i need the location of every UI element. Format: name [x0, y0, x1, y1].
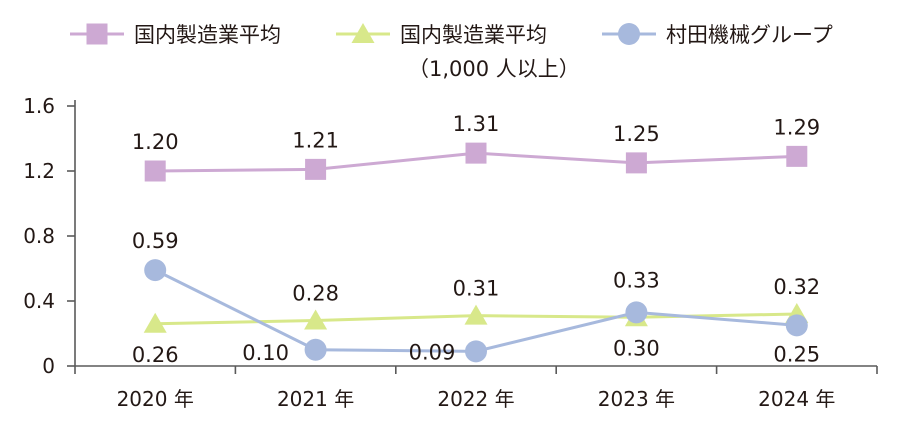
legend-item-1: 国内製造業平均 （1,000 人以上） — [336, 23, 580, 81]
data-label-2-0: 0.59 — [132, 229, 179, 253]
data-label-2-4: 0.25 — [773, 342, 820, 366]
data-point-2-0 — [144, 259, 167, 282]
data-label-0-0: 1.20 — [132, 130, 179, 154]
legend-item-0: 国内製造業平均 — [70, 23, 281, 47]
data-label-0-3: 1.25 — [613, 122, 660, 146]
data-label-1-4: 0.32 — [773, 275, 820, 299]
data-label-0-4: 1.29 — [773, 115, 820, 139]
data-labels: 1.20 1.21 1.31 1.25 1.29 0.26 0.28 0.31 0.30 0.32… — [132, 112, 820, 367]
y-tick-label: 0 — [42, 354, 55, 378]
data-label-2-1: 0.10 — [242, 341, 289, 365]
y-tick-label: 1.2 — [23, 159, 55, 183]
data-label-1-3: 0.30 — [613, 336, 660, 360]
x-category-label: 2022 年 — [437, 387, 514, 411]
x-category-label: 2020 年 — [117, 387, 194, 411]
data-label-2-3: 0.33 — [613, 268, 660, 292]
legend-marker — [618, 23, 640, 45]
legend-label: 国内製造業平均 — [134, 23, 281, 47]
data-point-2-3 — [625, 301, 648, 324]
x-category-label: 2023 年 — [598, 387, 675, 411]
data-point-1-0 — [143, 312, 167, 333]
data-point-0-3 — [625, 152, 647, 174]
data-label-1-0: 0.26 — [132, 343, 179, 367]
data-point-2-4 — [785, 314, 808, 337]
legend-marker — [351, 23, 375, 43]
legend-marker — [86, 23, 108, 45]
legend-label: 国内製造業平均 — [400, 23, 547, 47]
legend-label-line2: （1,000 人以上） — [408, 57, 580, 81]
legend: 国内製造業平均 国内製造業平均 （1,000 人以上） 村田機械グループ — [70, 23, 833, 81]
data-label-0-2: 1.31 — [453, 112, 500, 136]
data-point-2-2 — [465, 340, 487, 363]
x-category-label: 2024 年 — [758, 387, 835, 411]
data-point-1-2 — [464, 304, 488, 325]
data-label-0-1: 1.21 — [292, 128, 339, 152]
x-category-label: 2021 年 — [277, 387, 354, 411]
data-label-1-2: 0.31 — [453, 277, 500, 301]
series-markers — [143, 142, 809, 363]
legend-label: 村田機械グループ — [666, 23, 833, 47]
data-point-0-0 — [144, 160, 166, 182]
y-tick-label: 0.8 — [23, 224, 55, 248]
data-point-0-2 — [465, 142, 487, 164]
data-point-0-4 — [786, 145, 808, 167]
data-label-2-2: 0.09 — [409, 340, 456, 364]
axes: 0 0.4 0.8 1.2 1.6 2020 年 2021 年 2022 年 2023 年 202… — [23, 94, 878, 411]
y-tick-label: 1.6 — [23, 94, 55, 118]
data-point-0-1 — [305, 158, 327, 180]
data-label-1-1: 0.28 — [292, 282, 339, 306]
data-point-2-1 — [304, 338, 327, 361]
legend-item-2: 村田機械グループ — [602, 23, 833, 47]
y-tick-label: 0.4 — [23, 289, 55, 313]
data-point-1-1 — [304, 309, 328, 330]
